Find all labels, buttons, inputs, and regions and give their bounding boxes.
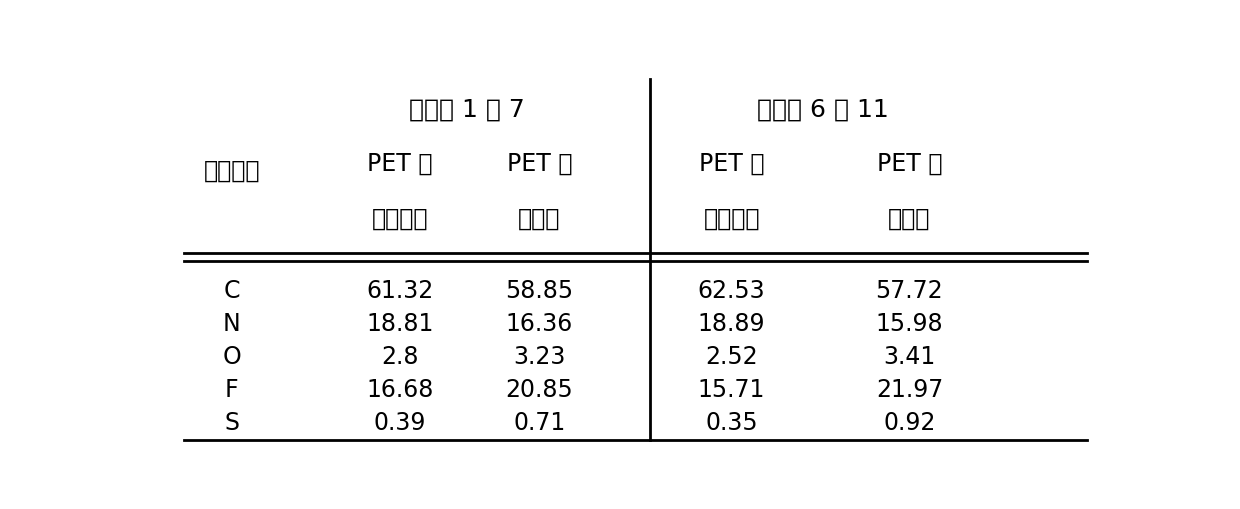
Text: N: N bbox=[223, 312, 241, 335]
Text: 3.23: 3.23 bbox=[513, 344, 565, 368]
Text: 非接触面: 非接触面 bbox=[703, 206, 760, 230]
Text: 18.81: 18.81 bbox=[366, 312, 434, 335]
Text: PET 膜: PET 膜 bbox=[367, 152, 433, 176]
Text: 61.32: 61.32 bbox=[367, 278, 434, 302]
Text: 18.89: 18.89 bbox=[698, 312, 765, 335]
Text: 评价元素: 评价元素 bbox=[203, 159, 260, 183]
Text: 16.36: 16.36 bbox=[506, 312, 573, 335]
Text: 非接触面: 非接触面 bbox=[372, 206, 428, 230]
Text: 0.71: 0.71 bbox=[513, 410, 565, 434]
Text: 0.35: 0.35 bbox=[706, 410, 758, 434]
Text: 3.41: 3.41 bbox=[883, 344, 935, 368]
Text: 16.68: 16.68 bbox=[366, 377, 434, 401]
Text: 实施例 6 和 11: 实施例 6 和 11 bbox=[756, 97, 889, 121]
Text: F: F bbox=[226, 377, 238, 401]
Text: 实施例 1 和 7: 实施例 1 和 7 bbox=[409, 97, 526, 121]
Text: O: O bbox=[222, 344, 242, 368]
Text: 2.8: 2.8 bbox=[382, 344, 419, 368]
Text: 20.85: 20.85 bbox=[506, 377, 573, 401]
Text: 21.97: 21.97 bbox=[875, 377, 942, 401]
Text: 2.52: 2.52 bbox=[706, 344, 758, 368]
Text: PET 膜: PET 膜 bbox=[699, 152, 764, 176]
Text: 接触面: 接触面 bbox=[888, 206, 930, 230]
Text: 0.39: 0.39 bbox=[374, 410, 427, 434]
Text: 0.92: 0.92 bbox=[883, 410, 935, 434]
Text: PET 膜: PET 膜 bbox=[507, 152, 572, 176]
Text: S: S bbox=[224, 410, 239, 434]
Text: 57.72: 57.72 bbox=[875, 278, 944, 302]
Text: 接触面: 接触面 bbox=[518, 206, 560, 230]
Text: C: C bbox=[223, 278, 241, 302]
Text: 15.98: 15.98 bbox=[875, 312, 944, 335]
Text: 15.71: 15.71 bbox=[698, 377, 765, 401]
Text: PET 膜: PET 膜 bbox=[877, 152, 942, 176]
Text: 58.85: 58.85 bbox=[506, 278, 573, 302]
Text: 62.53: 62.53 bbox=[698, 278, 765, 302]
